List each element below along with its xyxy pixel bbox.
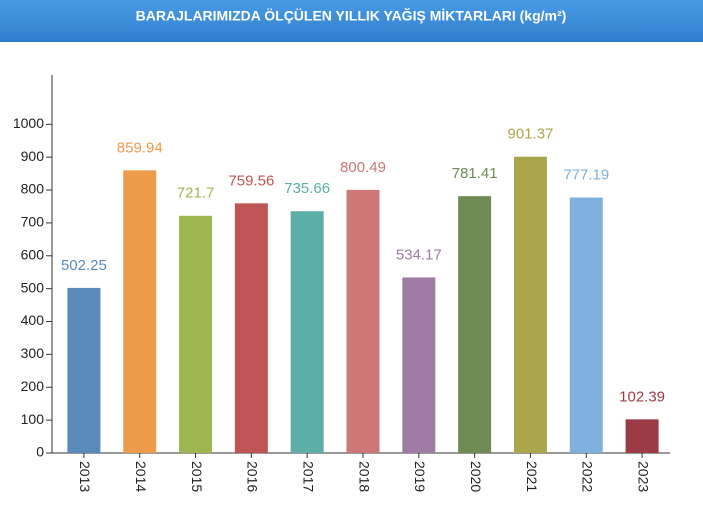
data-label: 777.19 <box>563 167 609 184</box>
y-tick-label: 100 <box>21 411 45 427</box>
data-label: 502.25 <box>61 257 107 274</box>
bar <box>67 287 101 453</box>
y-tick-label: 1000 <box>13 115 44 131</box>
x-tick-label: 2020 <box>468 461 484 492</box>
bar <box>346 189 380 453</box>
y-tick-label: 300 <box>21 345 45 361</box>
bar <box>179 215 213 453</box>
x-tick-label: 2016 <box>245 461 261 492</box>
bar <box>234 203 268 453</box>
data-label: 800.49 <box>340 159 386 176</box>
data-label: 901.37 <box>508 126 554 143</box>
y-tick-label: 600 <box>21 246 45 262</box>
x-tick-label: 2019 <box>412 461 428 492</box>
data-label: 781.41 <box>452 165 498 182</box>
y-tick-label: 0 <box>36 444 44 460</box>
y-tick-label: 200 <box>21 378 45 394</box>
data-label: 534.17 <box>396 246 442 263</box>
x-tick-label: 2021 <box>524 461 540 492</box>
x-tick-label: 2013 <box>77 461 93 492</box>
y-tick-label: 900 <box>21 148 45 164</box>
bar <box>513 156 547 453</box>
header-band <box>0 0 703 42</box>
bar <box>458 196 492 453</box>
x-tick-label: 2018 <box>356 461 372 492</box>
bar <box>569 197 603 453</box>
x-tick-label: 2015 <box>189 461 205 492</box>
y-tick-label: 800 <box>21 181 45 197</box>
y-tick-label: 400 <box>21 312 45 328</box>
chart-title: BARAJLARIMIZDA ÖLÇÜLEN YILLIK YAĞIŞ MİKT… <box>136 7 567 24</box>
x-tick-label: 2023 <box>635 461 651 492</box>
y-tick-label: 700 <box>21 214 45 230</box>
bar <box>123 170 157 453</box>
data-label: 721.7 <box>177 185 215 202</box>
bar <box>402 277 436 453</box>
y-tick-label: 500 <box>21 279 45 295</box>
bar <box>625 419 659 453</box>
data-label: 735.66 <box>284 180 330 197</box>
bar <box>290 211 324 453</box>
data-label: 759.56 <box>228 172 274 189</box>
x-tick-label: 2014 <box>133 461 149 492</box>
data-label: 102.39 <box>619 388 665 405</box>
data-label: 859.94 <box>117 139 163 156</box>
x-tick-label: 2022 <box>580 461 596 492</box>
x-tick-label: 2017 <box>300 461 316 492</box>
